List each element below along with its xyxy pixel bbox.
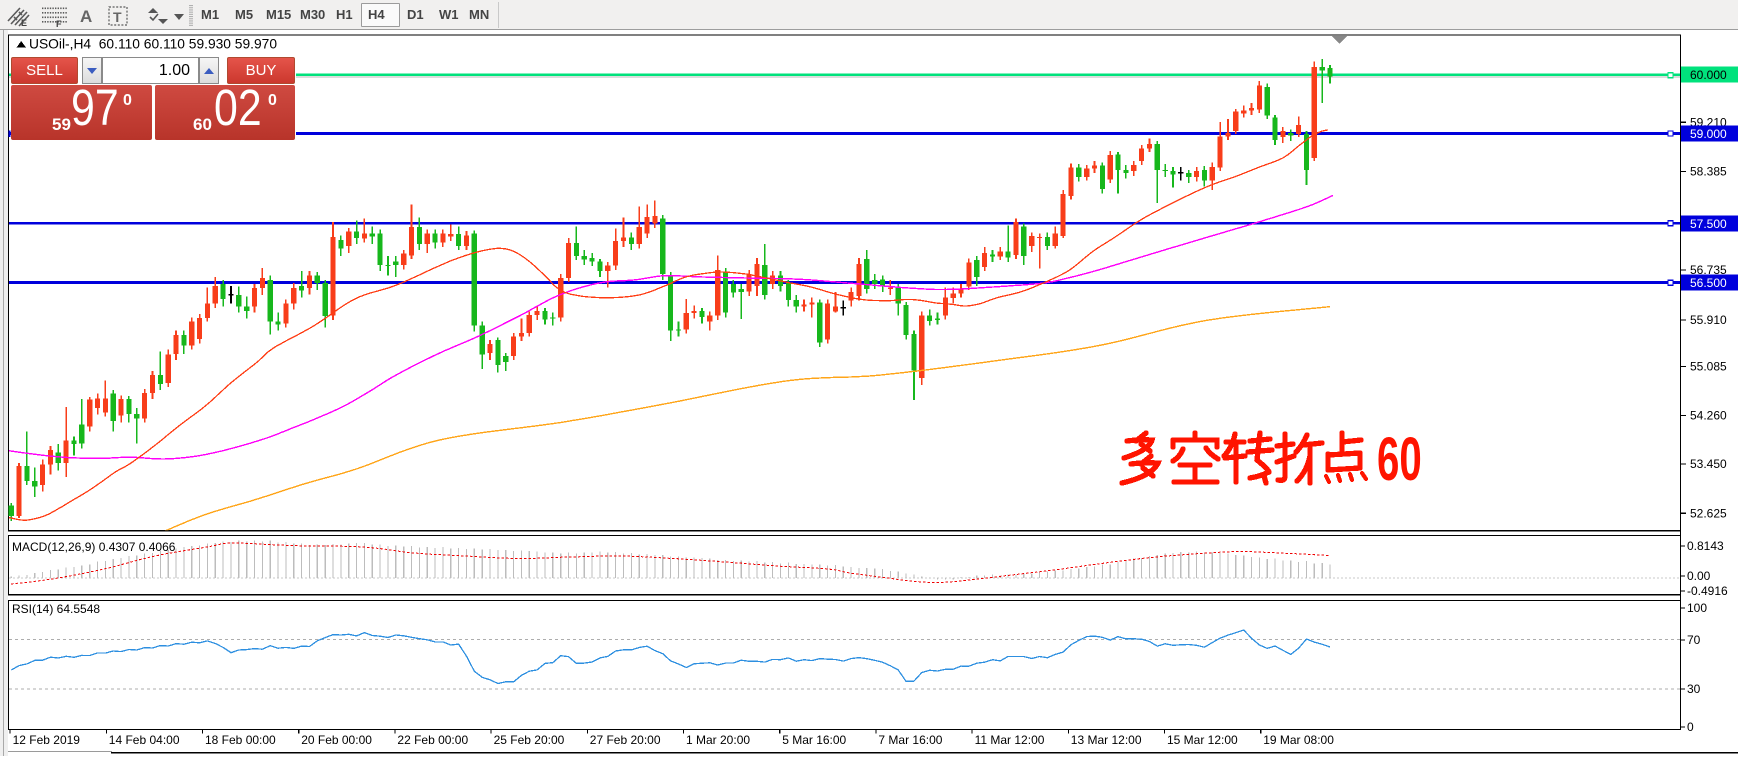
- svg-text:25 Feb 20:00: 25 Feb 20:00: [494, 733, 565, 747]
- svg-text:59.000: 59.000: [1690, 127, 1727, 141]
- svg-text:52.625: 52.625: [1690, 506, 1727, 520]
- svg-text:T: T: [113, 9, 122, 25]
- svg-text:57.500: 57.500: [1690, 217, 1727, 231]
- svg-text:55.910: 55.910: [1690, 313, 1727, 327]
- svg-text:11 Mar 12:00: 11 Mar 12:00: [975, 733, 1045, 747]
- svg-text:100: 100: [1687, 601, 1707, 615]
- svg-text:1 Mar 20:00: 1 Mar 20:00: [686, 733, 750, 747]
- svg-text:A: A: [80, 7, 92, 26]
- svg-text:22 Feb 00:00: 22 Feb 00:00: [397, 733, 468, 747]
- svg-text:30: 30: [1687, 682, 1701, 696]
- svg-text:-0.4916: -0.4916: [1687, 584, 1728, 598]
- svg-text:0.8143: 0.8143: [1687, 539, 1724, 553]
- svg-text:27 Feb 20:00: 27 Feb 20:00: [590, 733, 661, 747]
- svg-text:14 Feb 04:00: 14 Feb 04:00: [109, 733, 180, 747]
- svg-text:5 Mar 16:00: 5 Mar 16:00: [782, 733, 846, 747]
- svg-text:56.735: 56.735: [1690, 263, 1727, 277]
- svg-text:70: 70: [1687, 633, 1701, 647]
- svg-text:F: F: [56, 19, 62, 28]
- svg-text:13 Mar 12:00: 13 Mar 12:00: [1071, 733, 1142, 747]
- svg-text:RSI(14) 64.5548: RSI(14) 64.5548: [12, 602, 100, 616]
- svg-text:0: 0: [1687, 720, 1694, 734]
- svg-text:53.450: 53.450: [1690, 457, 1727, 471]
- svg-text:60.000: 60.000: [1690, 68, 1727, 82]
- svg-text:56.500: 56.500: [1690, 276, 1727, 290]
- svg-text:12 Feb 2019: 12 Feb 2019: [13, 733, 81, 747]
- svg-text:19 Mar 08:00: 19 Mar 08:00: [1263, 733, 1334, 747]
- svg-text:60: 60: [1377, 425, 1422, 493]
- svg-text:20 Feb 00:00: 20 Feb 00:00: [301, 733, 372, 747]
- svg-text:USOil-,H4 60.110 60.110 59.93: USOil-,H4 60.110 60.110 59.930 59.970: [29, 37, 277, 52]
- svg-text:18 Feb 00:00: 18 Feb 00:00: [205, 733, 276, 747]
- svg-text:7 Mar 16:00: 7 Mar 16:00: [878, 733, 942, 747]
- svg-text:E: E: [21, 18, 27, 28]
- svg-text:0.00: 0.00: [1687, 569, 1711, 583]
- svg-text:15 Mar 12:00: 15 Mar 12:00: [1167, 733, 1238, 747]
- svg-text:58.385: 58.385: [1690, 164, 1727, 178]
- svg-text:54.260: 54.260: [1690, 408, 1727, 422]
- svg-text:MACD(12,26,9) 0.4307 0.4066: MACD(12,26,9) 0.4307 0.4066: [12, 540, 176, 554]
- svg-text:55.085: 55.085: [1690, 360, 1727, 374]
